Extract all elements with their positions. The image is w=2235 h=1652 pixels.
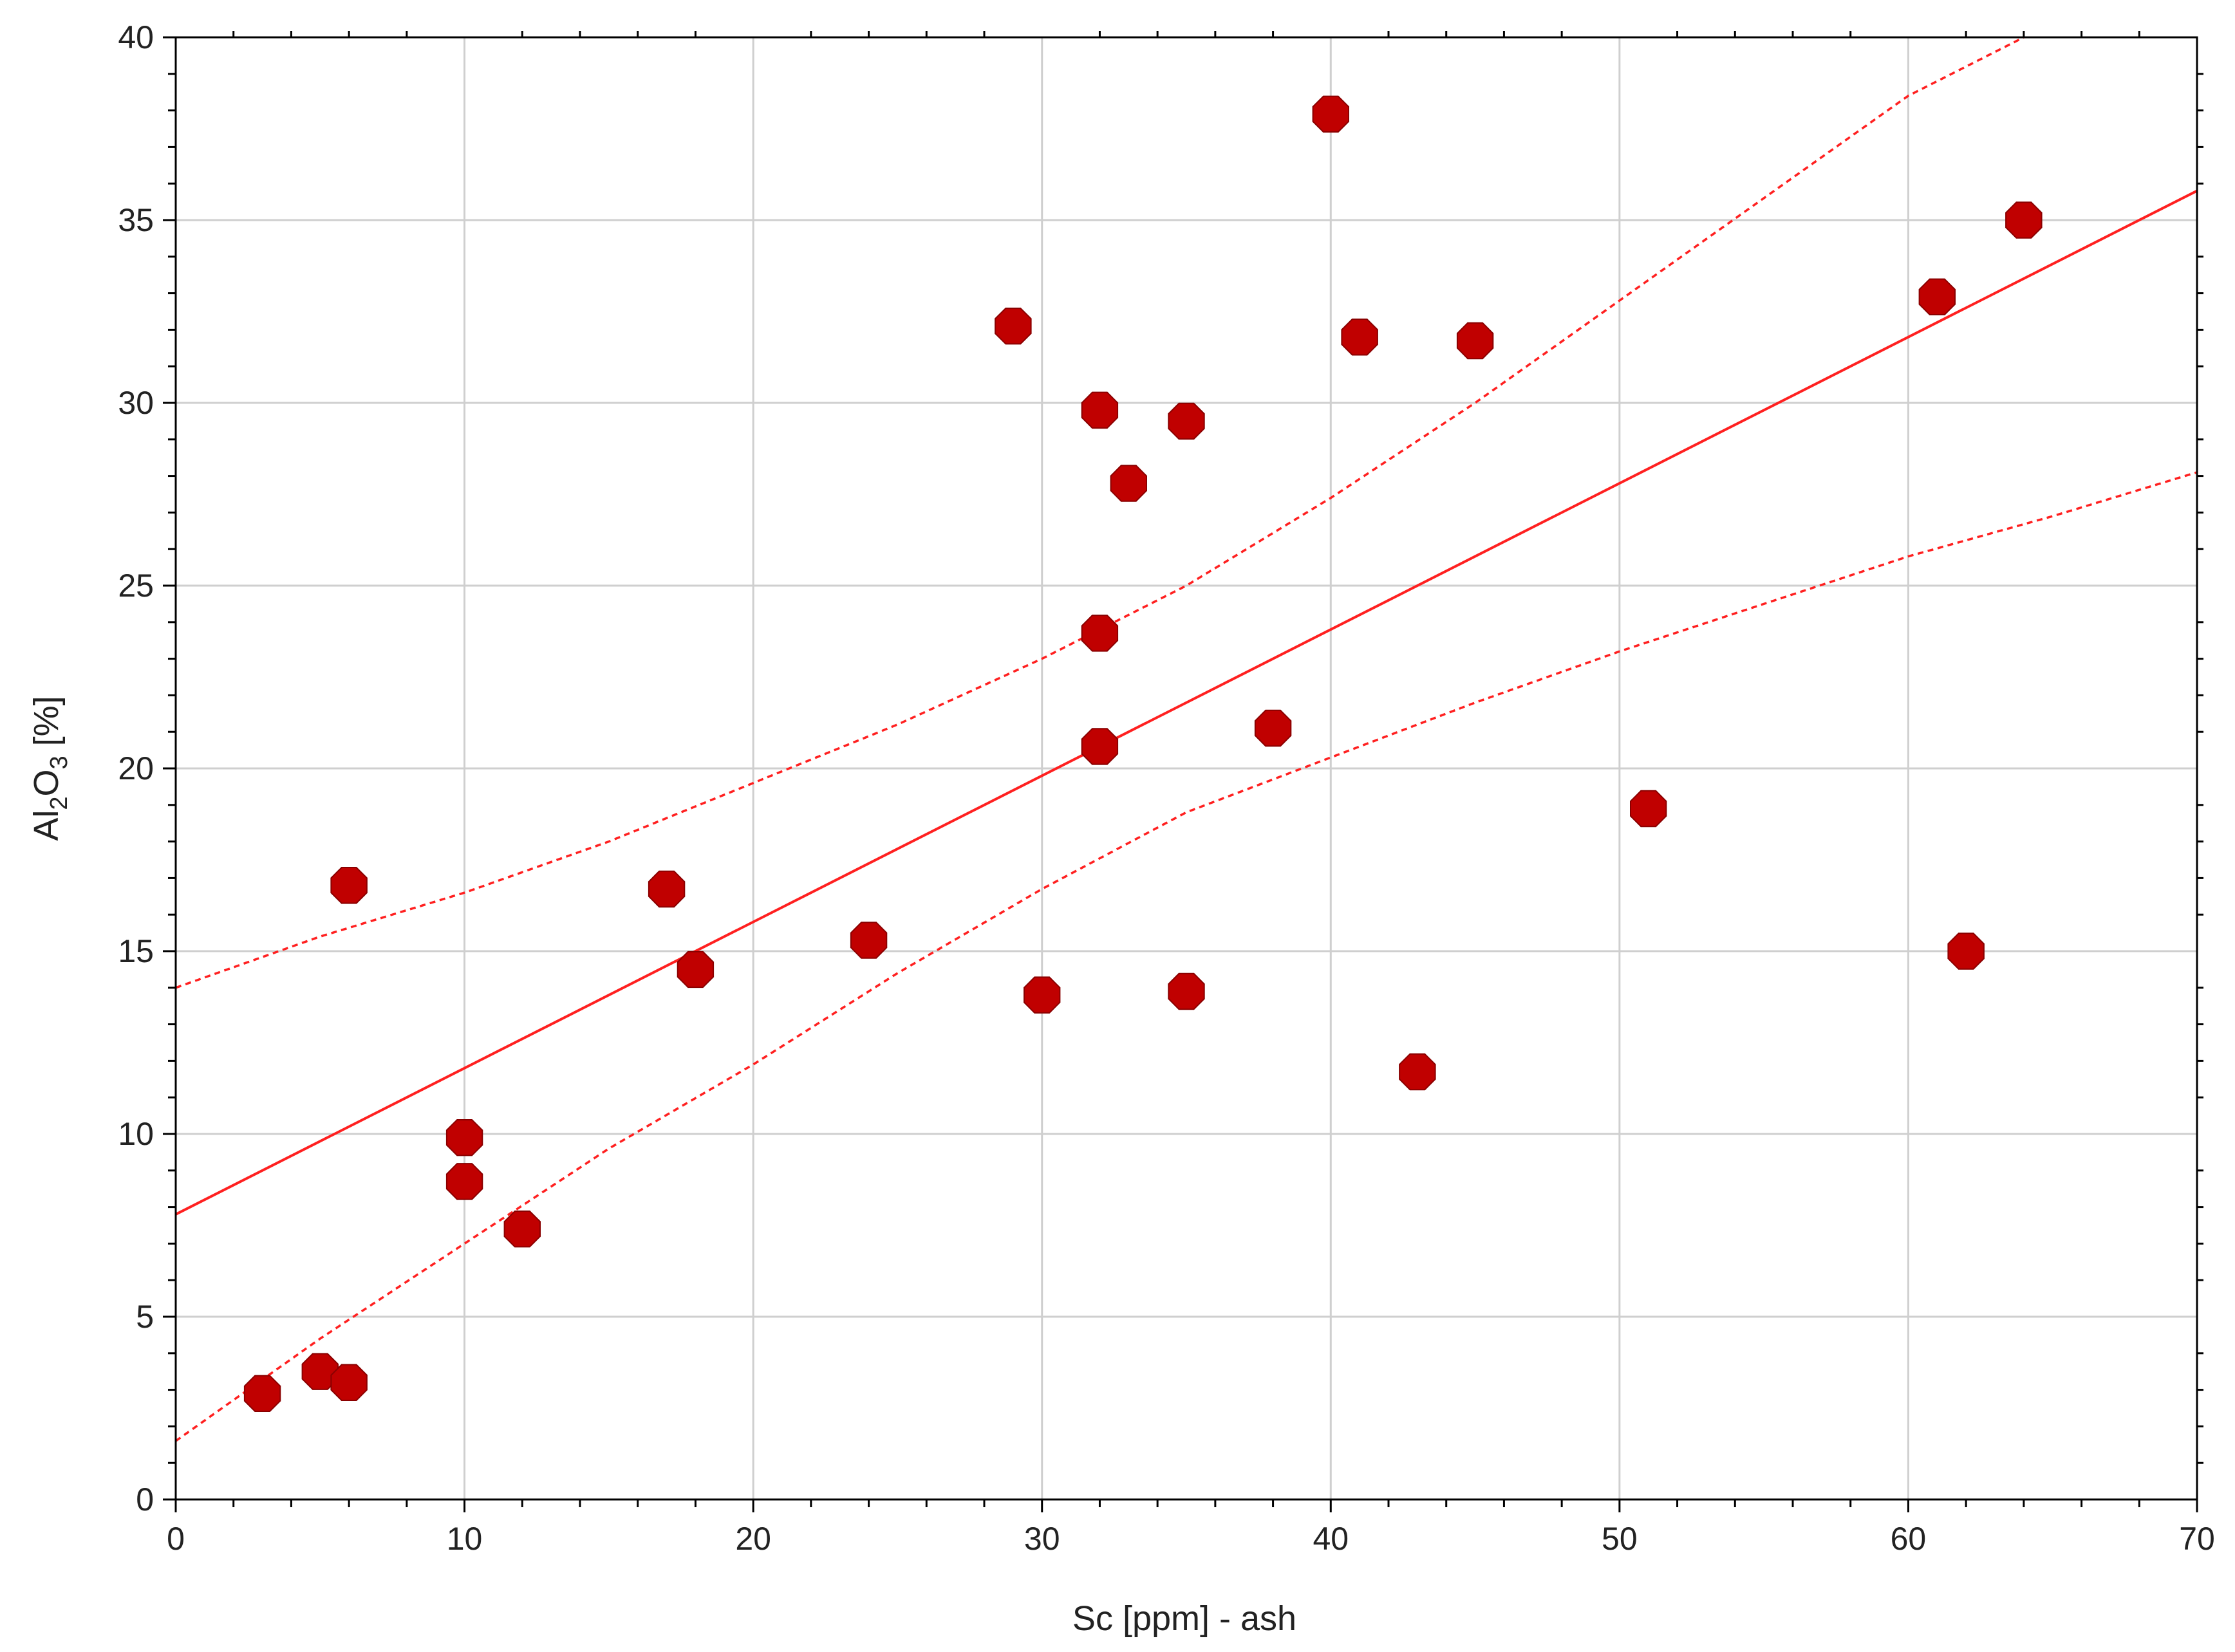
data-point <box>1024 976 1061 1014</box>
x-tick-label: 50 <box>1602 1521 1638 1557</box>
data-point <box>1254 709 1292 747</box>
data-point <box>503 1211 541 1248</box>
x-tick-label: 70 <box>2179 1521 2215 1557</box>
data-point <box>1312 95 1349 133</box>
data-points <box>243 95 2043 1412</box>
y-axis-title-sub2: 3 <box>46 756 73 769</box>
y-tick-label: 15 <box>118 933 154 969</box>
y-tick-label: 25 <box>118 568 154 604</box>
data-point <box>1630 790 1667 828</box>
confidence-band-lower <box>174 471 2198 1442</box>
data-point <box>2005 201 2043 239</box>
data-point <box>995 308 1032 345</box>
y-axis-title-mid: O <box>27 770 66 797</box>
data-point <box>1110 465 1147 502</box>
data-point <box>677 951 715 988</box>
y-axis-title-sub1: 2 <box>46 797 73 810</box>
data-point <box>1918 278 1956 315</box>
y-tick-label: 35 <box>118 202 154 238</box>
y-tick-label: 40 <box>118 19 154 55</box>
y-tick-label: 0 <box>136 1481 154 1517</box>
y-tick-label: 20 <box>118 750 154 786</box>
y-tick-labels: 0 5 10 15 20 25 30 35 40 <box>118 19 154 1517</box>
x-tick-label: 60 <box>1891 1521 1927 1557</box>
x-tick-label: 10 <box>447 1521 483 1557</box>
data-point <box>445 1163 483 1200</box>
data-point <box>850 922 888 959</box>
x-tick-label: 20 <box>735 1521 771 1557</box>
y-axis-title-suffix: [%] <box>27 696 66 756</box>
x-axis-title: Sc [ppm] - ash <box>1072 1599 1296 1638</box>
data-point <box>648 870 686 908</box>
x-tick-label: 40 <box>1313 1521 1349 1557</box>
data-point <box>1168 402 1205 440</box>
data-point <box>1168 972 1205 1010</box>
data-point <box>445 1119 483 1156</box>
data-point <box>243 1375 281 1412</box>
x-tick-labels: 0 10 20 30 40 50 60 70 <box>167 1521 2215 1557</box>
data-point <box>1456 322 1494 360</box>
data-point <box>1081 615 1119 652</box>
data-point <box>1081 728 1119 765</box>
data-point <box>330 867 368 904</box>
y-tick-label: 30 <box>118 385 154 421</box>
regression-line-path <box>175 189 2198 1216</box>
regression-line <box>175 189 2198 1216</box>
y-tick-label: 10 <box>118 1116 154 1152</box>
confidence-band-upper <box>175 36 2025 989</box>
data-point <box>1399 1053 1436 1091</box>
grid-lines <box>176 37 2197 1499</box>
data-point <box>1081 391 1119 429</box>
y-axis-title-prefix: Al <box>27 810 66 841</box>
x-tick-label: 0 <box>167 1521 185 1557</box>
data-point <box>1947 933 1985 970</box>
data-point <box>1341 319 1378 356</box>
data-point <box>330 1364 368 1401</box>
y-axis-title: Al2O3 [%] <box>27 696 73 840</box>
confidence-band <box>174 36 2198 1442</box>
x-tick-label: 30 <box>1024 1521 1060 1557</box>
y-tick-label: 5 <box>136 1299 154 1335</box>
data-point <box>301 1353 339 1390</box>
axis-ticks <box>163 31 2203 1512</box>
